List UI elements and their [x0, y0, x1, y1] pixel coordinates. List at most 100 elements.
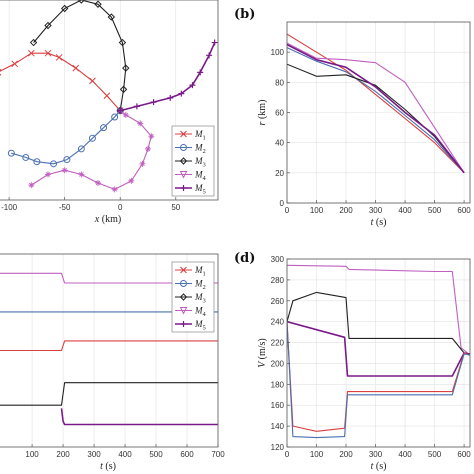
x-tick-label: 400	[398, 450, 412, 459]
legend-label-M3: M3	[194, 292, 206, 305]
y-tick-label: 280	[271, 276, 285, 285]
x-tick-label: 100	[25, 450, 39, 459]
data-point-M1	[103, 92, 111, 100]
data-point-M4	[95, 179, 101, 186]
y-tick-label: 260	[271, 297, 285, 306]
series-line-M2	[287, 321, 470, 439]
x-tick-label: 400	[398, 206, 412, 215]
data-point-M2	[33, 158, 41, 166]
x-tick-label: 200	[56, 450, 70, 459]
y-tick-label: 60	[275, 109, 284, 118]
x-tick-label: 300	[87, 450, 101, 459]
data-point-M5	[117, 107, 124, 114]
data-point-M5	[211, 39, 218, 46]
x-tick-label: 500	[428, 450, 442, 459]
y-tick-label: 80	[275, 78, 284, 87]
x-axis-label: t (s)	[371, 461, 387, 472]
data-point-M5	[178, 90, 185, 97]
panel-label: (b)	[234, 7, 255, 22]
data-point-M2	[22, 153, 30, 161]
series-group	[287, 33, 465, 174]
legend-label-M4: M4	[194, 170, 207, 183]
y-axis-label: V (m/s)	[257, 338, 268, 368]
series-line-M5	[120, 42, 216, 112]
y-tick-label: 140	[271, 422, 285, 431]
legend-marker-M2	[180, 144, 187, 151]
x-tick-label: 300	[369, 450, 383, 459]
x-axis-label: t (s)	[371, 217, 387, 228]
data-point-M3	[94, 0, 102, 8]
legend-marker-M5	[180, 185, 187, 191]
x-tick-label: 0	[285, 206, 290, 215]
legend-marker-M3	[179, 293, 188, 301]
series-line-M3	[287, 291, 470, 356]
data-point-M4	[128, 177, 135, 184]
legend-marker-M5	[180, 321, 187, 327]
data-point-M2	[77, 145, 85, 153]
legend-marker-M3	[179, 157, 188, 165]
y-tick-label: 200	[271, 359, 285, 368]
data-point-M3	[107, 13, 116, 21]
series-line-M4	[287, 42, 465, 174]
x-tick-label: 50	[171, 203, 180, 212]
legend-label-M3: M3	[194, 156, 206, 169]
data-point-M2	[100, 124, 108, 132]
data-point-M3	[119, 85, 128, 94]
data-point-M1	[89, 77, 96, 85]
y-tick-label: 240	[271, 318, 285, 327]
data-point-M2	[111, 113, 119, 121]
data-point-M2	[63, 156, 71, 164]
legend-marker-M1	[180, 130, 187, 138]
series-line-M4	[287, 264, 470, 356]
data-point-M1	[55, 54, 63, 61]
data-point-M5	[167, 94, 174, 101]
panel-b: 0 100 200 300 400 500 600 0 20 40 60 80 100 t (s) r (k…	[234, 7, 471, 228]
x-tick-label: 400	[118, 450, 132, 459]
series-group	[287, 264, 470, 439]
series-line-M5	[60, 408, 218, 426]
legend-marker-M4	[179, 171, 188, 179]
series-line-M1	[0, 52, 121, 111]
data-point-M2	[7, 149, 15, 157]
data-point-M4	[137, 120, 144, 127]
x-tick-label: 600	[457, 450, 471, 459]
x-tick-label: -100	[1, 203, 18, 212]
series-group	[0, 0, 218, 193]
data-point-M4	[61, 167, 68, 174]
legend-marker-M2	[180, 280, 187, 287]
x-tick-label: 500	[428, 206, 442, 215]
data-point-M1	[72, 64, 80, 72]
x-tick-label: -50	[59, 203, 71, 212]
series-line-M5	[287, 43, 465, 174]
y-tick-label: 160	[271, 401, 285, 410]
x-tick-label: 100	[310, 206, 324, 215]
series-line-M1	[287, 33, 465, 174]
x-tick-label: 0	[285, 450, 290, 459]
x-tick-label: 200	[339, 206, 353, 215]
legend-label-M5: M5	[194, 319, 206, 332]
data-point-M5	[189, 82, 196, 89]
data-point-M4	[78, 171, 85, 178]
data-point-M2	[50, 160, 58, 168]
data-point-M3	[29, 38, 38, 47]
x-axis-label: t (s)	[100, 461, 116, 472]
series-line-M3	[287, 63, 465, 174]
legend-marker-M1	[180, 266, 187, 274]
legend-label-M5: M5	[194, 183, 206, 196]
data-point-M4	[148, 133, 155, 140]
data-point-M5	[197, 69, 204, 76]
series-line-M2	[287, 47, 465, 174]
y-tick-label: 120	[271, 443, 285, 452]
data-point-M4	[45, 171, 51, 178]
legend-label-M2: M2	[194, 279, 206, 292]
data-point-M2	[88, 134, 96, 142]
legend-label-M4: M4	[194, 306, 207, 319]
plot-frame	[286, 258, 471, 448]
y-tick-label: 100	[271, 48, 285, 57]
panel-label: (d)	[234, 251, 255, 266]
data-point-M5	[150, 99, 157, 106]
